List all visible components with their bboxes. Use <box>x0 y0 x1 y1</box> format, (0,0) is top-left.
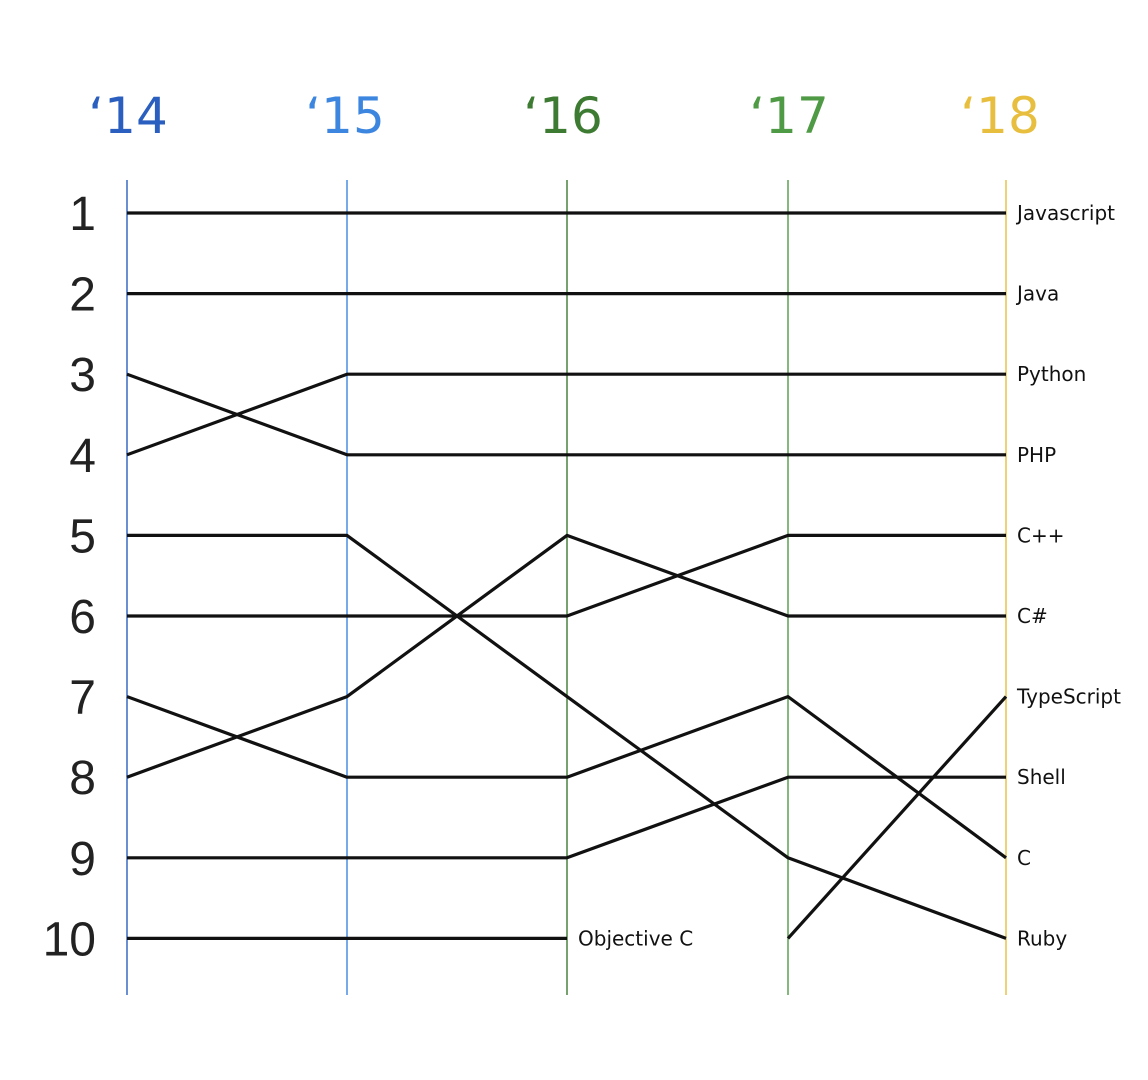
series-label: Ruby <box>1017 926 1067 950</box>
series-label: C++ <box>1017 523 1064 547</box>
series-line <box>127 775 1006 860</box>
year-label: ‘17 <box>749 87 829 145</box>
rank-label: 9 <box>69 833 96 886</box>
series-line <box>126 533 1006 779</box>
year-label: ‘18 <box>960 87 1040 145</box>
rank-label: 3 <box>69 349 96 402</box>
series-label: Python <box>1017 362 1086 386</box>
year-label: ‘14 <box>88 87 168 145</box>
year-label: ‘16 <box>523 87 603 145</box>
series-label: C# <box>1017 604 1048 628</box>
series-label: TypeScript <box>1016 685 1121 709</box>
series-line <box>126 694 1007 860</box>
year-label: ‘15 <box>305 87 385 145</box>
rank-label: 4 <box>69 430 96 483</box>
series-line <box>786 695 1008 940</box>
rank-label: 1 <box>69 188 96 241</box>
series-label: Objective C <box>578 926 693 950</box>
series-line <box>127 533 1006 618</box>
rank-label: 8 <box>69 752 96 805</box>
rank-label: 5 <box>69 510 96 563</box>
rank-label: 2 <box>69 269 96 322</box>
series-label: Java <box>1015 282 1059 306</box>
series-line <box>126 372 1006 457</box>
series-label: PHP <box>1017 443 1056 467</box>
rank-label: 10 <box>43 913 96 966</box>
series-line <box>127 533 1007 940</box>
series-label: Shell <box>1017 765 1066 789</box>
rank-label: 7 <box>69 672 96 725</box>
rank-label: 6 <box>69 591 96 644</box>
series-label: C <box>1017 846 1031 870</box>
series-label: Javascript <box>1015 201 1115 225</box>
series-line <box>126 372 1006 457</box>
